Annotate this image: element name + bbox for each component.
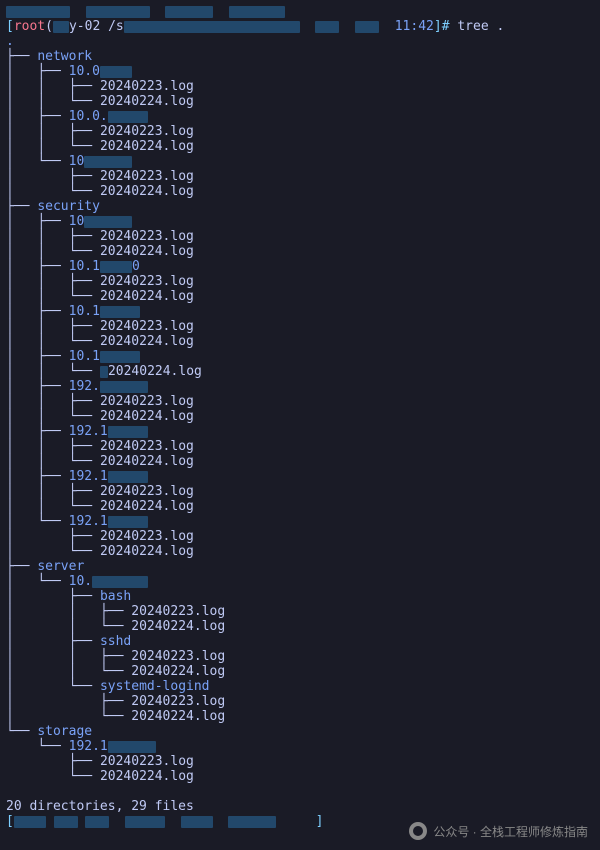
watermark: 公众号 · 全栈工程师修炼指南 bbox=[409, 822, 588, 840]
watermark-text: 公众号 · 全栈工程师修炼指南 bbox=[433, 823, 588, 840]
wechat-icon bbox=[409, 822, 427, 840]
terminal-output: [root( y-02 /s 11:42]# tree . . ├── netw… bbox=[0, 0, 600, 850]
